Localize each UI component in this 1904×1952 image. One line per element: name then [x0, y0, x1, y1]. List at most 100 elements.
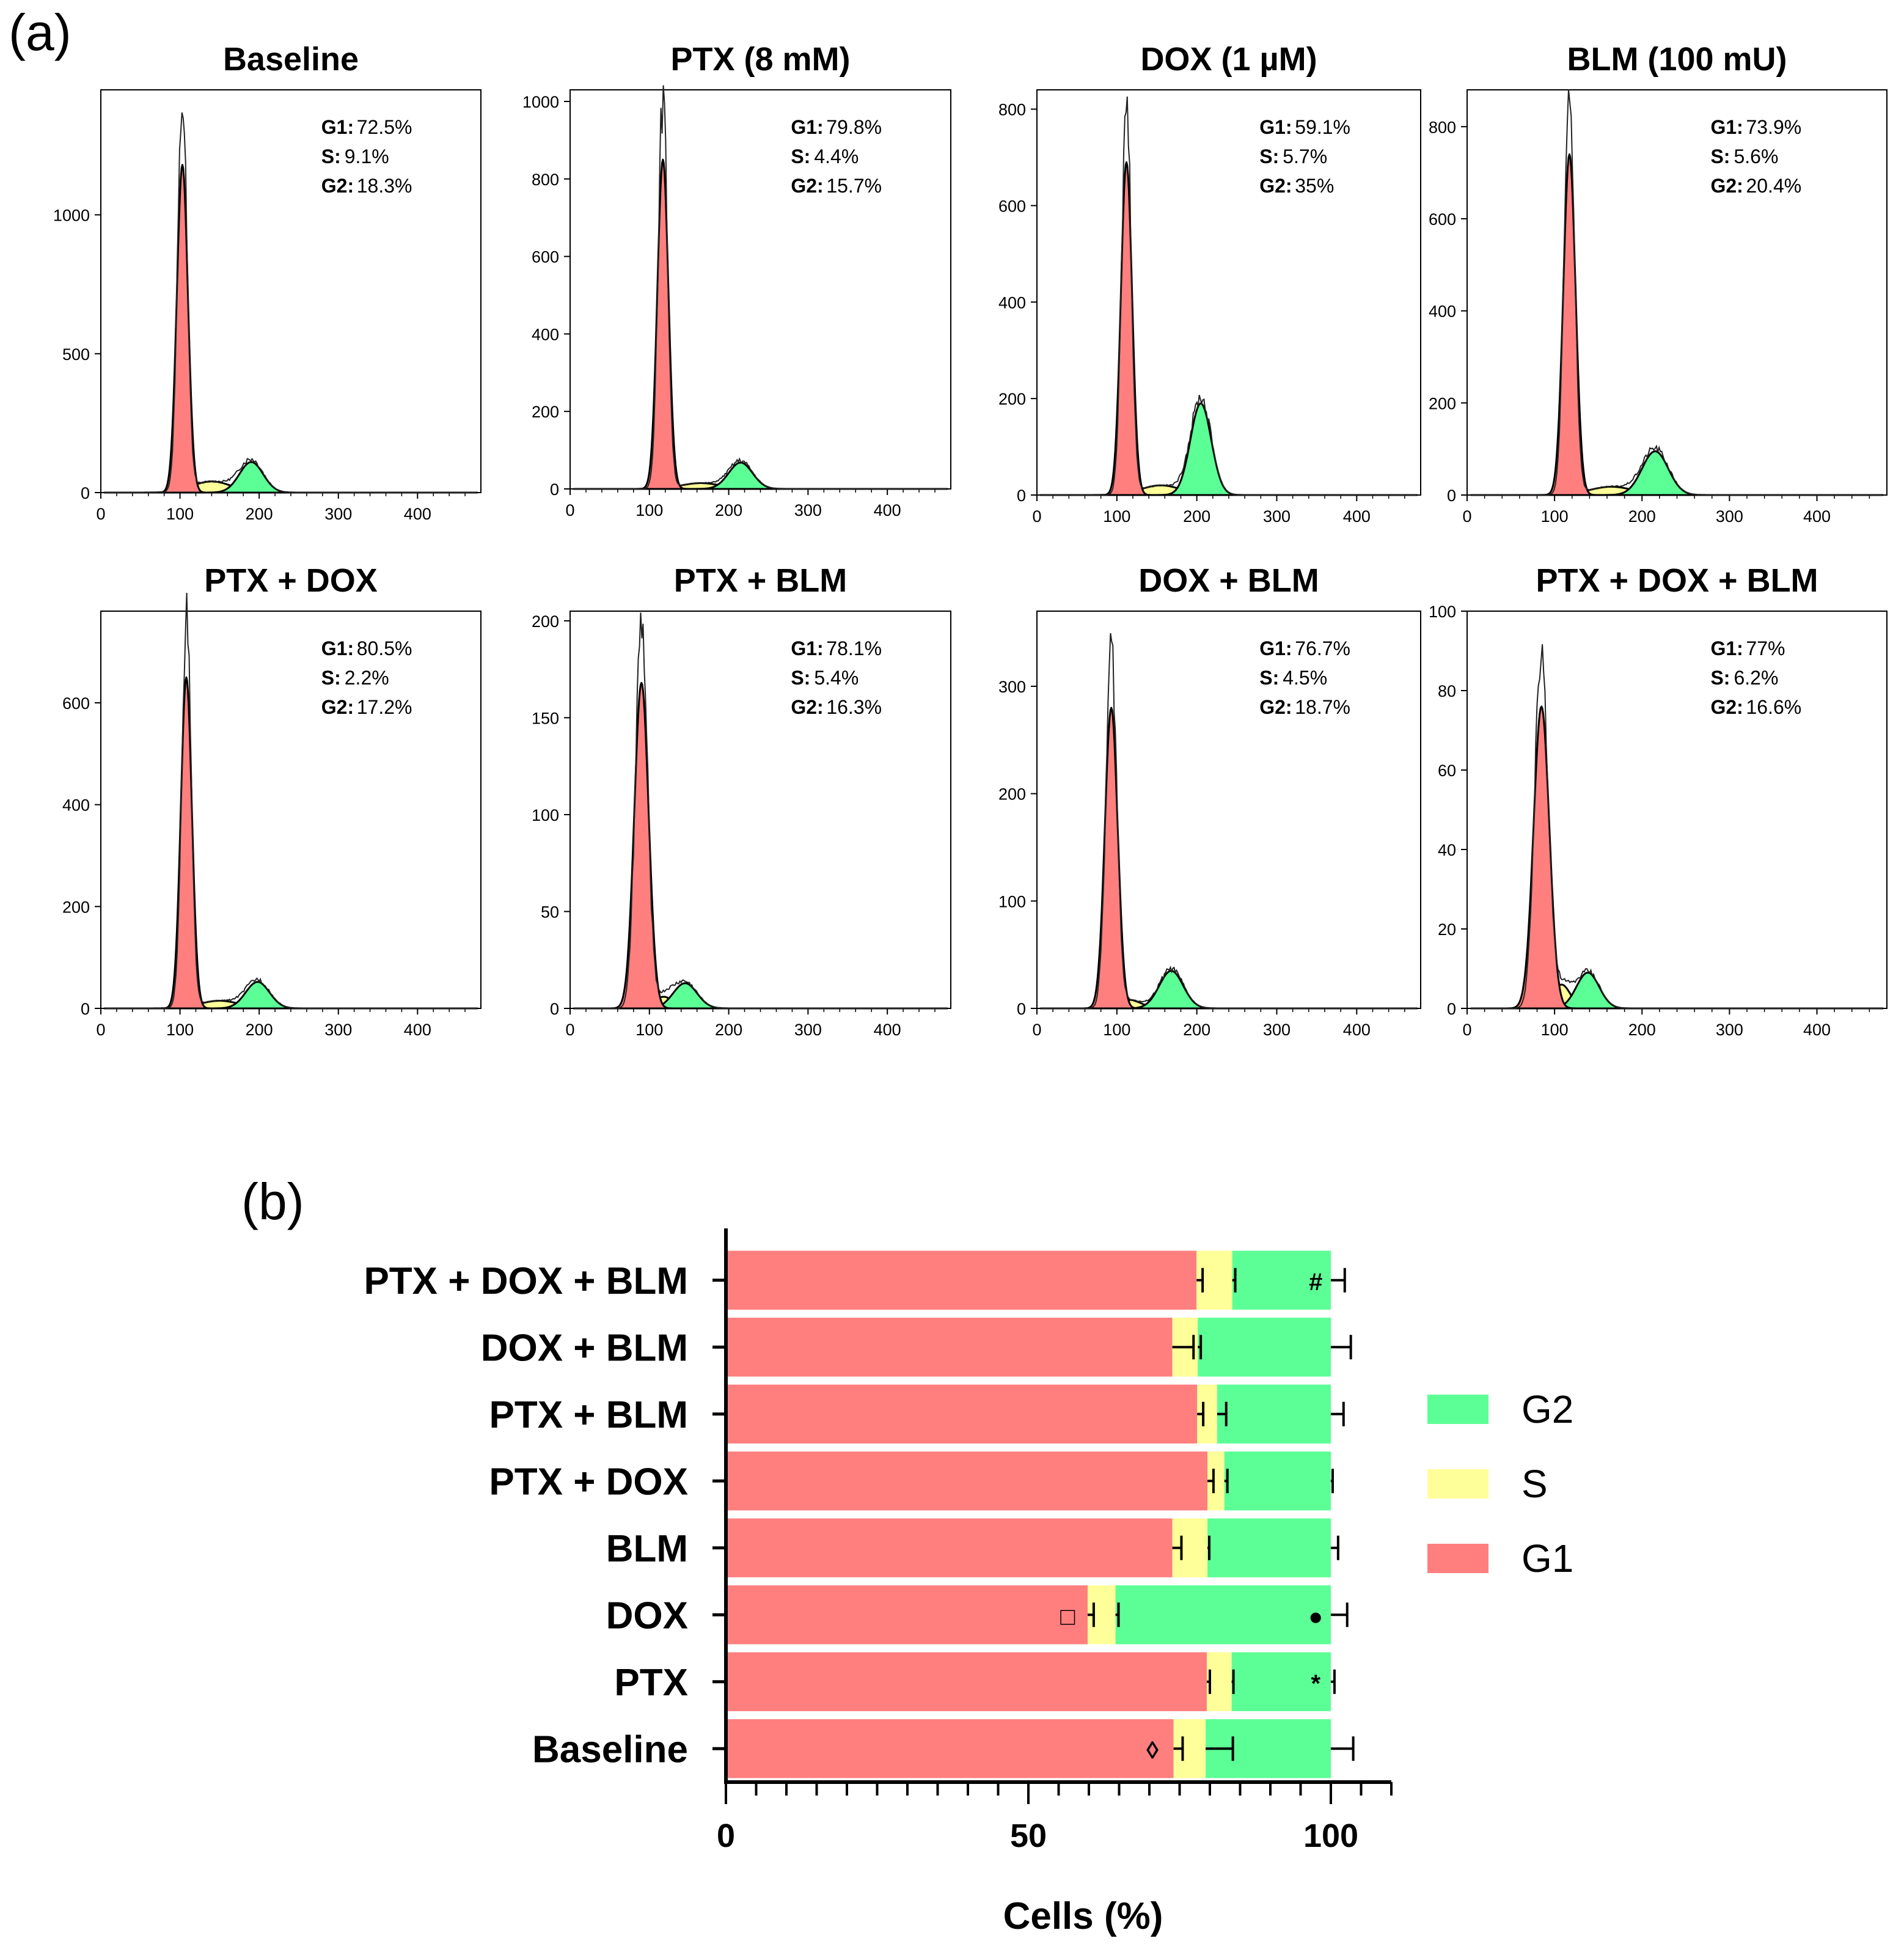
x-tick-label: 200: [715, 1021, 742, 1039]
category-label: PTX + BLM: [489, 1394, 688, 1436]
x-tick-label: 200: [1628, 507, 1656, 526]
g1-bar-segment: [726, 1652, 1207, 1711]
g1-phase-fit: [573, 158, 948, 490]
stat-g1-value: 80.5%: [357, 637, 412, 659]
y-tick-label: 300: [998, 678, 1026, 696]
x-tick-label: 300: [794, 501, 822, 519]
histogram-title: PTX (8 mM): [670, 41, 850, 78]
measured-histogram-trace: [574, 612, 947, 1009]
panel-b-label: (b): [241, 1173, 304, 1230]
stat-s-value: 5.4%: [814, 667, 859, 689]
x-tick-label: 300: [1716, 1021, 1743, 1039]
y-tick-label: 1000: [53, 207, 90, 225]
y-tick-label: 200: [532, 612, 559, 631]
legend-label-g2: G2: [1521, 1387, 1573, 1431]
g2-phase-fit: [1040, 402, 1418, 496]
x-tick-label: 100: [635, 501, 663, 519]
g2-phase-fit: [104, 461, 478, 494]
g1-phase-fit: [104, 164, 478, 494]
category-label: DOX: [606, 1594, 688, 1637]
measured-histogram-trace: [104, 112, 477, 493]
category-label: DOX + BLM: [481, 1327, 688, 1369]
stat-g2-key: G2:: [321, 696, 354, 718]
stat-g2-key: G2:: [791, 696, 823, 718]
stat-g2-key: G2:: [1710, 175, 1743, 197]
y-tick-label: 150: [532, 709, 559, 727]
x-tick-label: 50: [1010, 1818, 1047, 1854]
g2-bar-segment: [1198, 1318, 1331, 1377]
stat-g2-value: 16.3%: [826, 696, 882, 718]
y-tick-label: 50: [541, 903, 559, 921]
histogram-panel: Baseline 0 100 200 300 400 0 500 1000 G1: 72.5% S: 9…: [53, 41, 481, 523]
category-label: Baseline: [532, 1728, 688, 1770]
x-tick-label: 0: [1462, 507, 1471, 526]
x-tick-label: 100: [1103, 1021, 1130, 1039]
category-label: BLM: [606, 1528, 688, 1570]
x-tick-label: 200: [1628, 1021, 1656, 1039]
x-tick-label: 0: [565, 1021, 574, 1039]
x-tick-label: 100: [1303, 1818, 1358, 1854]
stat-g2-value: 17.2%: [357, 696, 412, 718]
measured-histogram-trace: [1041, 633, 1416, 1009]
y-tick-label: 400: [532, 325, 559, 343]
plot-frame: [569, 611, 951, 1009]
g1-phase-fit: [1040, 706, 1418, 1010]
legend-swatch-g1: [1427, 1544, 1488, 1573]
y-tick-label: 0: [1447, 486, 1456, 505]
stat-g2-key: G2:: [1259, 175, 1292, 197]
stat-g1-key: G1:: [1710, 637, 1743, 659]
bar-row: DOX + BLM: [481, 1318, 1352, 1377]
g2-bar-segment: [1217, 1384, 1331, 1444]
y-tick-label: 800: [532, 171, 559, 189]
stat-g2-value: 18.3%: [357, 175, 412, 197]
x-tick-label: 0: [96, 505, 105, 523]
g2-phase-fit: [104, 981, 478, 1010]
y-tick-label: 0: [1017, 1000, 1026, 1018]
bar-row: PTX + DOX + BLM: [364, 1250, 1346, 1310]
bar-row: Baseline: [532, 1719, 1355, 1778]
measured-histogram-trace: [1471, 89, 1883, 496]
plot-frame: [569, 89, 951, 490]
stat-s-value: 4.5%: [1283, 667, 1327, 689]
stat-g2-value: 20.4%: [1746, 175, 1801, 197]
y-tick-label: 0: [1017, 486, 1026, 505]
y-tick-label: 100: [532, 806, 559, 824]
stat-g1-key: G1:: [321, 116, 354, 138]
category-label: PTX + DOX: [489, 1461, 688, 1503]
g1-phase-fit: [1040, 161, 1418, 496]
stat-g1-value: 76.7%: [1295, 637, 1350, 659]
g2-bar-segment: [1232, 1250, 1331, 1310]
y-tick-label: 600: [532, 248, 559, 266]
measured-histogram-trace: [104, 592, 477, 1009]
x-tick-label: 400: [404, 1021, 431, 1039]
histogram-title: Baseline: [223, 41, 359, 78]
stat-g2-key: G2:: [1259, 696, 1292, 718]
legend-swatch-s: [1427, 1469, 1488, 1499]
g2-phase-fit: [573, 461, 948, 490]
stat-g1-key: G1:: [1710, 116, 1743, 138]
histogram-panel: PTX + BLM 0 100 200 300 400 0 50 100 150 200 G1: 78.…: [532, 562, 951, 1039]
legend-label-s: S: [1521, 1462, 1548, 1506]
histogram-panel: PTX (8 mM) 0 100 200 300 400 0 200 400 600 800 1000…: [522, 41, 951, 519]
x-tick-label: 100: [1541, 507, 1569, 526]
stat-g1-key: G1:: [1259, 637, 1292, 659]
stat-s-value: 6.2%: [1734, 667, 1778, 689]
x-tick-label: 400: [874, 501, 901, 519]
g2-bar-segment: [1224, 1451, 1331, 1511]
x-tick-label: 200: [1183, 507, 1210, 526]
stat-g2-key: G2:: [1710, 696, 1743, 718]
stat-g2-key: G2:: [321, 175, 354, 197]
y-tick-label: 0: [550, 480, 559, 499]
stat-g2-value: 16.6%: [1746, 696, 1801, 718]
x-tick-label: 200: [715, 501, 742, 519]
stat-g1-key: G1:: [1259, 116, 1292, 138]
category-label: PTX: [614, 1662, 688, 1704]
panel-a-label: (a): [9, 4, 71, 61]
y-tick-label: 200: [1429, 394, 1456, 413]
x-tick-label: 0: [1032, 1021, 1041, 1039]
stat-g2-value: 35%: [1295, 175, 1334, 197]
measured-histogram-trace: [574, 85, 947, 490]
x-tick-label: 100: [1103, 507, 1130, 526]
stacked-bar-chart: PTX + DOX + BLM DOX + BLM PTX + BLM PTX + D…: [364, 1228, 1393, 1937]
